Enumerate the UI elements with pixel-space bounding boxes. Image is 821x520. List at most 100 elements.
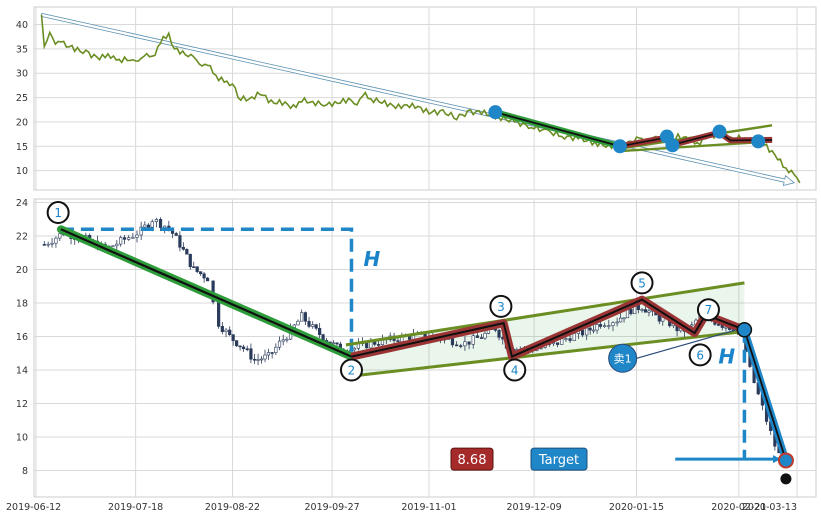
candle-body [647,310,651,313]
x-tick-label: 2019-09-27 [304,502,359,513]
candle-body [150,221,154,228]
bottom-y-tick-label: 10 [16,433,28,444]
candle-body [178,235,182,248]
bottom-y-tick-label: 18 [16,299,28,310]
candle-body [564,338,568,340]
candle-body [611,322,615,326]
pivot-label-2: 2 [348,364,356,378]
candle-body [592,329,596,332]
candle-body [475,335,479,338]
candle-body [300,312,304,322]
pivot-label-6: 6 [696,348,704,362]
x-tick-label: 2019-12-09 [506,502,561,513]
candle-body [603,325,607,327]
candle-body [314,324,318,329]
h-upper-label: H [363,247,380,271]
candle-body [231,334,235,341]
candle-body [266,352,271,356]
candle-body [483,333,487,339]
pivot-circle-7 [696,298,720,322]
candle-body [127,237,131,240]
h-lower-label: H [718,344,735,368]
bottom-y-tick-label: 14 [16,366,28,377]
candle-body [595,324,599,331]
candle-body [245,348,249,351]
breakdown-line [743,329,787,461]
pivot-circle-4 [503,358,527,382]
bottom-y-tick-label: 20 [16,265,28,276]
candle-body [598,324,603,327]
target-label-text: Target [538,453,579,468]
candle-body [455,344,459,347]
candle-body [450,338,455,346]
channel-fill [345,282,745,377]
x-tick-label: 2020-03-13 [742,502,797,513]
x-tick-label: 2020-01-15 [609,502,664,513]
candle-body [115,243,119,247]
candle-body [270,352,274,354]
top-y-tick-label: 20 [16,117,28,128]
candle-body [253,358,257,361]
candle-body [311,324,315,327]
top-y-tick-label: 40 [16,20,28,31]
candle-body [459,345,463,347]
candle-body [376,344,381,346]
target-label-box [530,447,588,471]
candle-body [296,320,300,326]
candle-body [224,329,228,332]
candle-body [407,335,412,340]
candle-body [235,340,239,347]
candle-body [318,327,322,335]
candle-body [263,354,267,360]
candle-body [50,242,54,245]
candle-body [192,266,196,269]
breakdown-start-marker [736,322,753,338]
candle-body [205,277,210,282]
candle-body [238,345,242,348]
candle-body [131,237,135,239]
top-y-tick-label: 25 [16,93,28,104]
candle-body [174,233,178,236]
candle-body [42,244,46,246]
candle-body [285,338,289,341]
candle-body [158,219,163,228]
candle-body [277,340,282,348]
candle-body [335,342,339,345]
candle-body [256,359,260,361]
candle-body [629,308,633,315]
candle-body [640,309,644,311]
channel-upper [345,281,745,347]
candle-body [135,234,139,238]
pivot-circle-5 [630,271,654,295]
candle-body [585,327,589,336]
candle-body [615,321,619,324]
pivot-circle-2 [339,358,363,382]
top-y-tick-label: 15 [16,142,28,153]
candle-body [568,338,572,341]
candle-body [572,333,576,341]
final-point-marker [780,473,792,485]
candle-body [690,324,694,327]
channel-lower [345,329,745,379]
candle-body [643,309,648,313]
x-tick-label: 2019-11-01 [401,502,456,513]
bottom-y-tick-label: 12 [16,399,28,410]
candle-body [307,320,311,327]
candle-body [560,338,564,345]
top-pivot-marker [665,138,680,153]
breakdown-end-marker [777,452,794,469]
candle-body [331,342,336,345]
sell-signal-bubble [608,343,638,373]
candle-body [146,224,151,228]
sell-pointer-line [636,329,737,359]
candle-body [217,301,221,327]
bottom-y-tick-label: 16 [16,332,28,343]
candle-body [618,317,623,323]
top-y-tick-label: 10 [16,166,28,177]
candle-body [303,312,307,322]
pivot-circle-1 [46,201,70,225]
top-zigzag-line [619,131,773,148]
pivot-circle-3 [489,294,513,318]
candle-body [181,246,185,250]
